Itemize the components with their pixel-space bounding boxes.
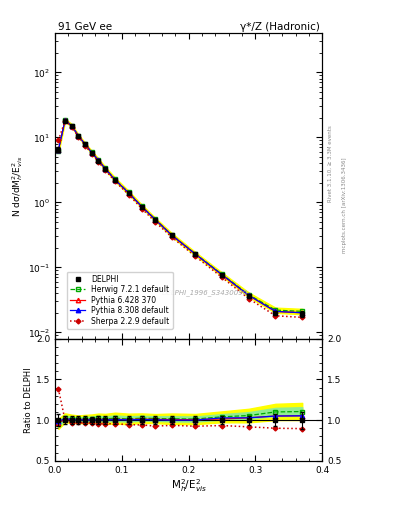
Text: 91 GeV ee: 91 GeV ee <box>58 22 112 32</box>
X-axis label: M$^2_h$/E$^2_{vis}$: M$^2_h$/E$^2_{vis}$ <box>171 477 207 494</box>
Text: Rivet 3.1.10, ≥ 3.3M events: Rivet 3.1.10, ≥ 3.3M events <box>328 125 333 202</box>
Y-axis label: N dσ/dM$^2_h$/E$^2_{vis}$: N dσ/dM$^2_h$/E$^2_{vis}$ <box>10 155 25 217</box>
Text: DELPHI_1996_S3430090: DELPHI_1996_S3430090 <box>162 289 248 296</box>
Text: mcplots.cern.ch [arXiv:1306.3436]: mcplots.cern.ch [arXiv:1306.3436] <box>342 157 347 252</box>
Y-axis label: Ratio to DELPHI: Ratio to DELPHI <box>24 367 33 433</box>
Text: γ*/Z (Hadronic): γ*/Z (Hadronic) <box>240 22 320 32</box>
Legend: DELPHI, Herwig 7.2.1 default, Pythia 6.428 370, Pythia 8.308 default, Sherpa 2.2: DELPHI, Herwig 7.2.1 default, Pythia 6.4… <box>67 271 173 329</box>
